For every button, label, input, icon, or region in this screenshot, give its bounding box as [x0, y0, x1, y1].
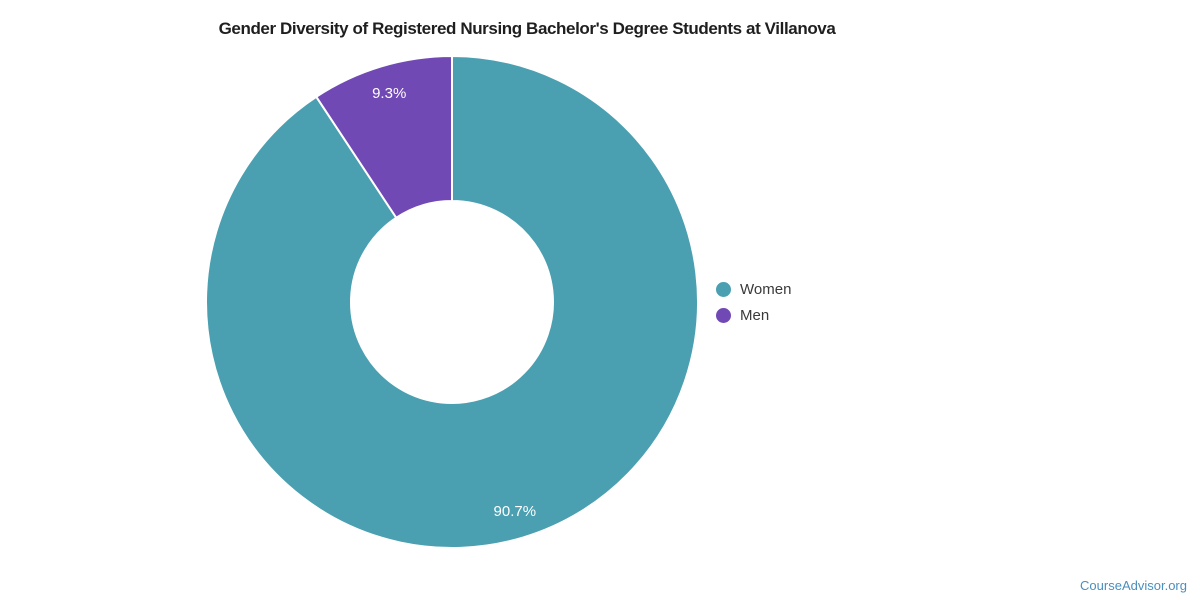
- donut-slice-men[interactable]: [315, 55, 453, 219]
- legend-item-men[interactable]: Men: [716, 307, 791, 324]
- chart-title: Gender Diversity of Registered Nursing B…: [218, 19, 836, 38]
- legend-swatch-men-icon: [716, 308, 731, 323]
- slice-percent-label-men: 9.3%: [372, 85, 406, 102]
- legend: Women Men: [716, 281, 791, 324]
- brand-link[interactable]: CourseAdvisor.org: [1080, 578, 1187, 593]
- legend-label-women: Women: [740, 281, 792, 298]
- legend-item-women[interactable]: Women: [716, 281, 791, 298]
- legend-swatch-women-icon: [716, 282, 731, 297]
- slice-percent-label-women: 90.7%: [494, 503, 537, 520]
- legend-label-men: Men: [740, 307, 770, 324]
- donut-slice-women[interactable]: [205, 55, 699, 549]
